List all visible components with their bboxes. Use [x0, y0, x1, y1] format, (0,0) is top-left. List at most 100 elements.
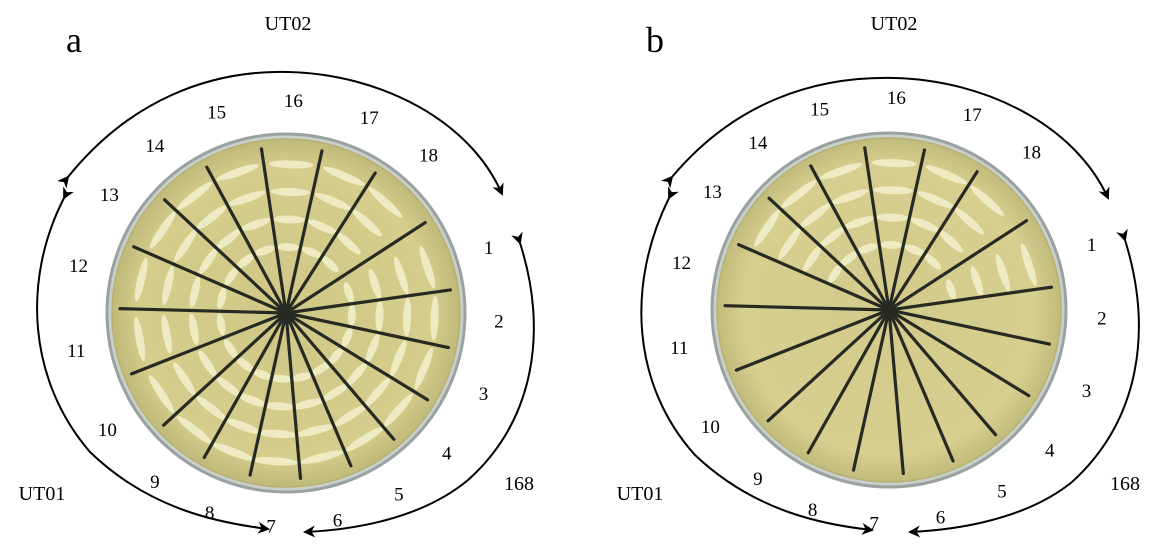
- bacterial-growth: [347, 304, 356, 327]
- bacterial-growth: [954, 207, 985, 235]
- arrow-arc-top: [57, 70, 504, 196]
- sector-divider: [118, 307, 288, 315]
- bacterial-growth: [293, 398, 325, 410]
- bacterial-growth: [270, 374, 293, 383]
- sector-number: 11: [67, 341, 85, 362]
- bacterial-growth: [215, 228, 242, 250]
- sector-divider: [284, 288, 452, 315]
- bacterial-growth: [341, 327, 353, 348]
- sector-divider: [887, 148, 927, 312]
- sector-number: 2: [494, 311, 504, 332]
- bacterial-growth: [403, 297, 412, 338]
- sector-divider: [284, 311, 396, 441]
- sector-number: 10: [98, 420, 117, 441]
- bacterial-growth: [917, 191, 955, 209]
- bacterial-growth: [162, 266, 174, 306]
- bacterial-growth: [307, 219, 338, 235]
- arrow-arc-top: [660, 76, 1110, 200]
- bacterial-growth: [195, 395, 228, 422]
- sector-divider: [284, 311, 450, 350]
- sector-divider: [887, 285, 1054, 312]
- sector-divider: [248, 311, 288, 477]
- bacterial-growth: [345, 426, 384, 452]
- sector-number: 4: [442, 444, 452, 465]
- bacterial-growth: [198, 247, 218, 275]
- sector-number: 15: [207, 103, 226, 124]
- sector-number: 8: [808, 500, 818, 521]
- bacterial-growth: [873, 186, 913, 195]
- bacterial-growth: [311, 362, 331, 376]
- bacterial-growth: [910, 217, 940, 233]
- arrow-arc-right: [908, 228, 1140, 538]
- group-label-right: 168: [504, 473, 534, 495]
- bacterial-growth: [216, 313, 226, 336]
- bacterial-growth: [176, 181, 213, 211]
- bacterial-growth: [945, 279, 957, 301]
- sector-number: 3: [479, 384, 489, 405]
- bacterial-growth: [291, 372, 313, 382]
- bacterial-growth: [263, 402, 296, 411]
- sector-divider: [284, 311, 430, 402]
- sector-number: 9: [753, 469, 763, 490]
- petri-dish: [105, 132, 467, 494]
- sector-divider: [723, 304, 891, 312]
- bacterial-growth: [215, 376, 242, 398]
- sector-number: 18: [1022, 143, 1041, 164]
- bacterial-growth: [323, 166, 365, 186]
- sector-number: 7: [266, 516, 276, 537]
- bacterial-growth: [223, 339, 238, 359]
- bacterial-growth: [970, 266, 984, 297]
- sector-number: 2: [1097, 308, 1107, 329]
- sector-number: 16: [887, 88, 906, 109]
- sector-number: 1: [484, 238, 494, 259]
- bacterial-growth: [871, 159, 917, 168]
- bacterial-growth: [315, 192, 352, 211]
- sector-divider: [205, 165, 288, 315]
- bacterial-growth: [839, 251, 858, 267]
- bacterial-growth: [802, 244, 822, 272]
- bacterial-growth: [296, 424, 335, 437]
- sector-divider: [162, 198, 288, 315]
- bacterial-growth: [365, 333, 380, 363]
- sector-number: 10: [701, 417, 720, 438]
- bacterial-growth: [277, 243, 300, 252]
- bacterial-growth: [227, 190, 266, 206]
- bacterial-growth: [195, 204, 228, 231]
- bacterial-growth: [375, 300, 384, 333]
- arrow-arc-right: [303, 231, 535, 538]
- sector-divider: [259, 147, 288, 315]
- sector-divider: [851, 308, 891, 472]
- sector-number: 7: [869, 513, 879, 534]
- sector-number: 4: [1045, 441, 1055, 462]
- panel-letter: b: [646, 20, 664, 60]
- panel-a: a UT02 UT01 168 123456789101112131415161…: [19, 13, 535, 538]
- arrow-arc-left: [36, 186, 270, 534]
- sector-number: 11: [670, 338, 688, 359]
- sector-number: 6: [333, 511, 343, 532]
- sector-number: 6: [936, 508, 946, 529]
- panel-letter: a: [66, 20, 82, 60]
- bacterial-growth: [880, 240, 903, 249]
- bacterial-growth: [237, 393, 268, 408]
- sector-divider: [887, 308, 998, 437]
- sector-divider: [806, 308, 891, 455]
- bacterial-growth: [843, 216, 875, 229]
- sector-number: 13: [100, 185, 119, 206]
- bacterial-growth: [189, 276, 201, 308]
- bacterial-growth: [254, 245, 276, 256]
- sector-number: 16: [284, 91, 303, 112]
- bacterial-growth: [224, 266, 239, 286]
- arrow-arc-left: [640, 186, 874, 535]
- bacterial-growth: [176, 415, 213, 445]
- bacterial-growth: [252, 369, 273, 380]
- sector-number: 18: [419, 146, 438, 167]
- sector-divider: [766, 308, 891, 423]
- bacterial-growth: [995, 254, 1011, 292]
- sector-number: 14: [748, 133, 768, 154]
- sector-divider: [863, 146, 891, 312]
- bacterial-growth: [173, 362, 196, 396]
- bacterial-growth: [925, 165, 968, 185]
